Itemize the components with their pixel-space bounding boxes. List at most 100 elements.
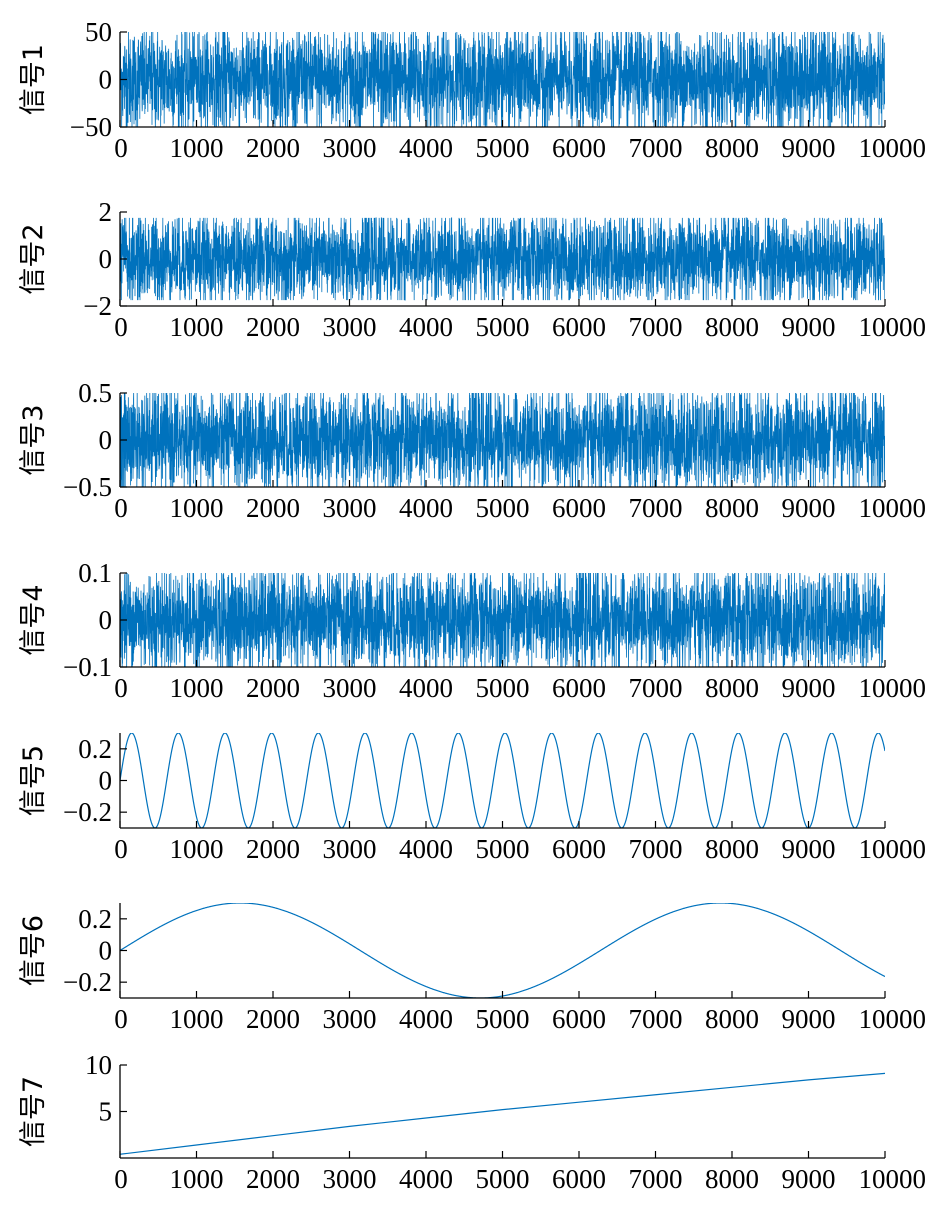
x-tick-label: 5000 [476,1004,530,1034]
x-tick-label: 8000 [705,1164,759,1194]
y-tick-label: 0.2 [78,734,112,764]
x-tick-label: 4000 [399,133,453,163]
y-tick-label: 2 [99,197,113,227]
x-tick-label: 3000 [323,312,377,342]
x-tick-label: 8000 [705,1004,759,1034]
x-tick-label: 8000 [705,834,759,864]
x-tick-label: 4000 [399,312,453,342]
y-axis-label: 信号6 [18,915,49,986]
x-tick-label: 1000 [170,834,224,864]
y-axis-label: 信号2 [18,223,49,294]
series-line [120,217,885,301]
x-tick-label: 0 [114,1004,128,1034]
y-tick-label: −50 [70,112,112,142]
y-tick-label: 0 [99,605,113,635]
x-tick-label: 3000 [323,673,377,703]
x-tick-label: 10000 [859,1164,927,1194]
x-tick-label: 9000 [782,493,836,523]
x-tick-label: 0 [114,834,128,864]
x-tick-label: 3000 [323,493,377,523]
x-tick-label: 2000 [246,1004,300,1034]
y-tick-label: 50 [85,17,112,47]
x-tick-label: 7000 [629,673,683,703]
x-tick-label: 6000 [552,493,606,523]
x-tick-label: 2000 [246,133,300,163]
y-tick-label: 0 [99,766,113,796]
x-tick-label: 5000 [476,834,530,864]
x-tick-label: 10000 [859,493,927,523]
x-tick-label: 2000 [246,312,300,342]
x-tick-label: 6000 [552,834,606,864]
series-line [120,393,885,487]
x-tick-label: 7000 [629,1004,683,1034]
x-tick-label: 10000 [859,1004,927,1034]
x-tick-label: 9000 [782,312,836,342]
subplot-3: 0 1000 2000 3000 4000 5000 6000 7000 8000 9000 100… [18,378,926,523]
y-tick-label: 10 [85,1050,112,1080]
y-tick-label: 0 [99,244,113,274]
x-tick-label: 10000 [859,312,927,342]
x-tick-label: 5000 [476,1164,530,1194]
y-tick-label: 0.2 [78,904,112,934]
x-tick-label: 4000 [399,493,453,523]
y-axis-label: 信号3 [18,404,49,475]
x-tick-label: 2000 [246,834,300,864]
y-tick-label: −0.5 [63,472,112,502]
x-tick-label: 3000 [323,834,377,864]
x-tick-label: 9000 [782,133,836,163]
x-tick-label: 0 [114,1164,128,1194]
x-tick-label: 5000 [476,673,530,703]
x-tick-label: 8000 [705,673,759,703]
subplot-2: 0 1000 2000 3000 4000 5000 6000 7000 8000 9000 100… [18,197,926,342]
x-tick-label: 2000 [246,493,300,523]
x-tick-label: 2000 [246,673,300,703]
y-tick-label: 0.1 [78,558,112,588]
x-tick-label: 8000 [705,493,759,523]
series-line [120,1072,885,1155]
x-tick-label: 1000 [170,1164,224,1194]
x-tick-label: 8000 [705,312,759,342]
subplot-1: 0 1000 2000 3000 4000 5000 6000 7000 8000 9000 100… [18,17,926,163]
y-tick-label: 0 [99,936,113,966]
x-tick-label: 8000 [705,133,759,163]
x-tick-label: 0 [114,493,128,523]
y-axis-label: 信号4 [18,584,49,655]
x-tick-label: 1000 [170,133,224,163]
x-tick-label: 3000 [323,133,377,163]
y-axis-label: 信号7 [18,1076,49,1147]
x-tick-label: 1000 [170,1004,224,1034]
y-tick-label: 0 [99,65,113,95]
x-tick-label: 10000 [859,834,927,864]
x-tick-label: 6000 [552,1164,606,1194]
x-tick-label: 9000 [782,673,836,703]
x-tick-label: 9000 [782,1004,836,1034]
y-tick-label: −2 [83,291,112,321]
x-tick-label: 6000 [552,673,606,703]
x-tick-label: 1000 [170,673,224,703]
y-axis-label: 信号1 [18,44,49,115]
series-line [120,573,885,667]
y-tick-label: 0 [99,425,113,455]
y-tick-label: 0.5 [78,378,112,408]
x-tick-label: 4000 [399,834,453,864]
series-line [120,903,885,998]
x-tick-label: 0 [114,133,128,163]
y-tick-label: −0.2 [63,967,112,997]
x-tick-label: 1000 [170,312,224,342]
subplot-7: 0 1000 2000 3000 4000 5000 6000 7000 8000 9000 100… [18,1050,926,1194]
subplot-4: 0 1000 2000 3000 4000 5000 6000 7000 8000 9000 100… [18,558,926,703]
x-tick-label: 6000 [552,312,606,342]
x-tick-label: 7000 [629,834,683,864]
x-tick-label: 1000 [170,493,224,523]
x-tick-label: 9000 [782,834,836,864]
subplot-5: 0 1000 2000 3000 4000 5000 6000 7000 8000 9000 100… [18,733,926,864]
x-tick-label: 7000 [629,1164,683,1194]
series-line [120,733,885,828]
x-tick-label: 0 [114,673,128,703]
x-tick-label: 9000 [782,1164,836,1194]
x-tick-label: 7000 [629,312,683,342]
x-tick-label: 6000 [552,133,606,163]
y-tick-label: 5 [99,1097,113,1127]
y-tick-label: −0.2 [63,797,112,827]
x-tick-label: 10000 [859,673,927,703]
